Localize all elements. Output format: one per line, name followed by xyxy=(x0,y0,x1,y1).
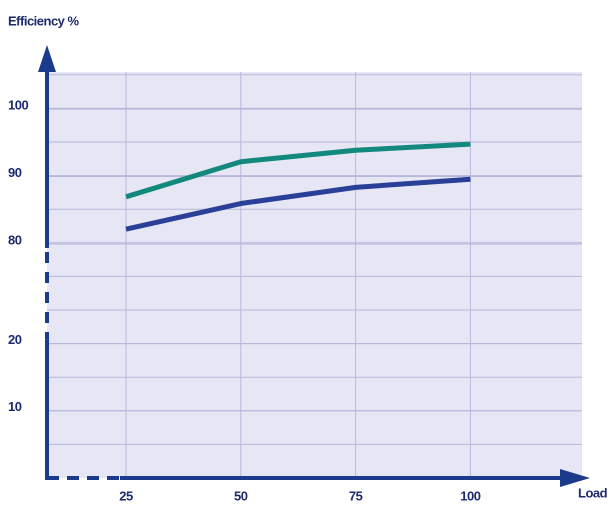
x-axis-arrow xyxy=(560,469,590,487)
series-line xyxy=(125,141,471,200)
x-tick-label: 100 xyxy=(460,488,480,503)
y-tick-label: 90 xyxy=(8,165,22,180)
y-axis-label: Efficiency % xyxy=(8,13,80,28)
x-axis-label: Load xyxy=(578,485,608,500)
y-tick-label: 100 xyxy=(8,98,28,113)
plot-background xyxy=(47,72,582,478)
series-line xyxy=(125,176,471,232)
y-axis-arrow xyxy=(38,45,56,72)
x-tick-label: 50 xyxy=(234,488,248,503)
y-tick-label: 80 xyxy=(8,232,22,247)
y-tick-label: 20 xyxy=(8,332,22,347)
x-tick-label: 75 xyxy=(349,488,363,503)
x-tick-label: 25 xyxy=(119,488,133,503)
y-tick-label: 10 xyxy=(8,399,22,414)
